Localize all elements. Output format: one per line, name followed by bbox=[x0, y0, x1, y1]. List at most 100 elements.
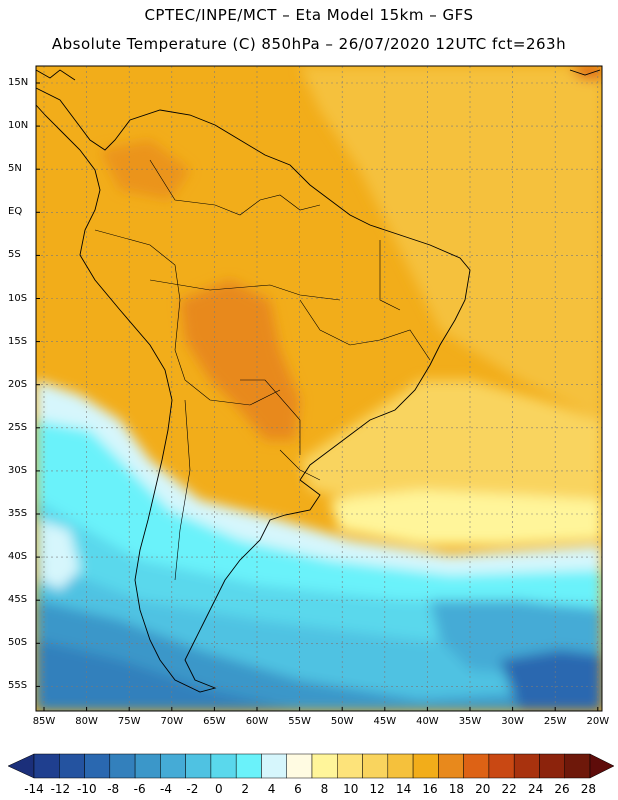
colorbar-swatch bbox=[210, 753, 237, 779]
lat-label: 10S bbox=[8, 292, 28, 304]
border-paraguay bbox=[240, 379, 301, 455]
country-borders bbox=[94, 159, 431, 581]
lon-label: 30W bbox=[501, 716, 524, 727]
colorbar-label: -12 bbox=[50, 782, 71, 796]
colorbar-swatch bbox=[463, 753, 490, 779]
colorbar-label: 18 bbox=[448, 782, 465, 796]
lat-label: EQ bbox=[8, 206, 23, 218]
central-america-outline bbox=[36, 69, 76, 81]
colorbar-swatch bbox=[564, 753, 591, 779]
colorbar-swatch bbox=[59, 753, 85, 779]
lon-label: 50W bbox=[330, 716, 354, 727]
lon-label: 40W bbox=[416, 716, 439, 727]
field-offshore-patch bbox=[40, 520, 80, 590]
colorbar-label: -8 bbox=[107, 782, 120, 796]
lat-label: 40S bbox=[8, 551, 28, 563]
border-colombia-peru bbox=[94, 229, 181, 301]
axis-ticks bbox=[36, 82, 599, 711]
colorbar-label: 8 bbox=[320, 782, 329, 796]
field-16-18 bbox=[300, 66, 602, 420]
lon-label: 35W bbox=[458, 716, 482, 727]
lat-label: 25S bbox=[8, 421, 28, 433]
colorbar-swatch bbox=[337, 753, 363, 779]
border-brazil-states bbox=[299, 299, 431, 361]
colorbar-label: 14 bbox=[395, 782, 412, 796]
temperature-field bbox=[36, 66, 602, 711]
south-america-outline bbox=[36, 87, 471, 693]
lon-label: 65W bbox=[203, 716, 226, 727]
colorbar-swatch bbox=[539, 753, 565, 779]
colorbar-label: 2 bbox=[241, 782, 249, 796]
colorbar-swatch bbox=[488, 753, 515, 779]
lat-label: 35S bbox=[8, 508, 28, 519]
field-neg8-neg10 bbox=[36, 640, 300, 711]
colorbar-swatch bbox=[261, 753, 287, 779]
border-states-ne bbox=[379, 240, 401, 311]
coastline bbox=[36, 69, 601, 693]
lon-label: 80W bbox=[75, 716, 98, 727]
lat-label: 30S bbox=[8, 464, 28, 476]
lon-label: 85W bbox=[32, 716, 56, 727]
colorbar-label: 6 bbox=[294, 782, 302, 796]
lat-label: 15S bbox=[8, 335, 28, 347]
lat-label: 10N bbox=[8, 120, 29, 132]
colorbar-label: 28 bbox=[580, 782, 597, 796]
colorbar-label: 12 bbox=[369, 782, 385, 796]
lon-label: 20W bbox=[586, 716, 610, 727]
colorbar-label: -4 bbox=[160, 782, 172, 796]
colorbar-swatch bbox=[185, 753, 212, 779]
colorbar-label: -6 bbox=[133, 782, 146, 796]
colorbar-right-arrow bbox=[589, 753, 615, 779]
colorbar-label: 24 bbox=[527, 782, 544, 796]
lon-label: 60W bbox=[245, 716, 269, 727]
colorbar-label: -2 bbox=[186, 782, 199, 796]
lon-label: 45W bbox=[373, 716, 397, 727]
colorbar-label: 26 bbox=[554, 782, 570, 796]
field-8-12 bbox=[330, 490, 602, 545]
lat-label: 55S bbox=[8, 680, 28, 692]
colorbar-swatch bbox=[33, 753, 60, 779]
colorbar-swatch bbox=[235, 753, 262, 779]
colorbar-swatch bbox=[134, 753, 161, 779]
field-neg10-neg12 bbox=[500, 650, 602, 711]
field-20-22-interior bbox=[180, 280, 300, 440]
border-chile-argentina bbox=[174, 399, 191, 581]
colorbar bbox=[7, 753, 615, 779]
title-line-2: Absolute Temperature (C) 850hPa – 26/07/… bbox=[51, 35, 567, 53]
colorbar-swatch bbox=[513, 753, 540, 779]
colorbar-label: 16 bbox=[422, 782, 438, 796]
lat-label: 50S bbox=[8, 637, 28, 649]
colorbar-label: -14 bbox=[24, 782, 44, 796]
africa-coast-corner bbox=[569, 69, 601, 76]
colorbar-label: 22 bbox=[501, 782, 517, 796]
colorbar-swatch bbox=[84, 753, 111, 779]
colorbar-swatch bbox=[438, 753, 464, 779]
lon-label: 25W bbox=[543, 716, 567, 727]
field-20-22-north bbox=[100, 140, 190, 200]
lat-label: 45S bbox=[8, 594, 28, 606]
border-uruguay bbox=[279, 449, 321, 481]
lat-label: 15N bbox=[8, 77, 29, 88]
field-12-16 bbox=[300, 380, 602, 520]
colorbar-swatch bbox=[311, 753, 338, 779]
colorbar-label: -10 bbox=[76, 782, 97, 796]
lon-label: 75W bbox=[117, 716, 141, 727]
border-north bbox=[149, 159, 321, 216]
colorbar-swatch bbox=[109, 753, 136, 779]
colorbar-swatch bbox=[286, 753, 313, 779]
colorbar-label: 20 bbox=[475, 782, 491, 796]
lat-label: 5S bbox=[8, 249, 21, 261]
colorbar-swatch bbox=[160, 753, 186, 779]
field-22-24-corner bbox=[570, 66, 602, 80]
colorbar-label: 0 bbox=[214, 782, 223, 796]
colorbar-label: 4 bbox=[267, 782, 276, 796]
border-bolivia bbox=[174, 299, 281, 406]
colorbar-swatch bbox=[387, 753, 414, 779]
colorbar-swatch bbox=[412, 753, 439, 779]
map-frame bbox=[35, 65, 603, 712]
title-line-1: CPTEC/INPE/MCT – Eta Model 15km – GFS bbox=[144, 6, 474, 24]
lon-label: 70W bbox=[160, 716, 184, 727]
lat-label: 5N bbox=[8, 163, 22, 175]
lat-label: 20S bbox=[8, 378, 28, 390]
